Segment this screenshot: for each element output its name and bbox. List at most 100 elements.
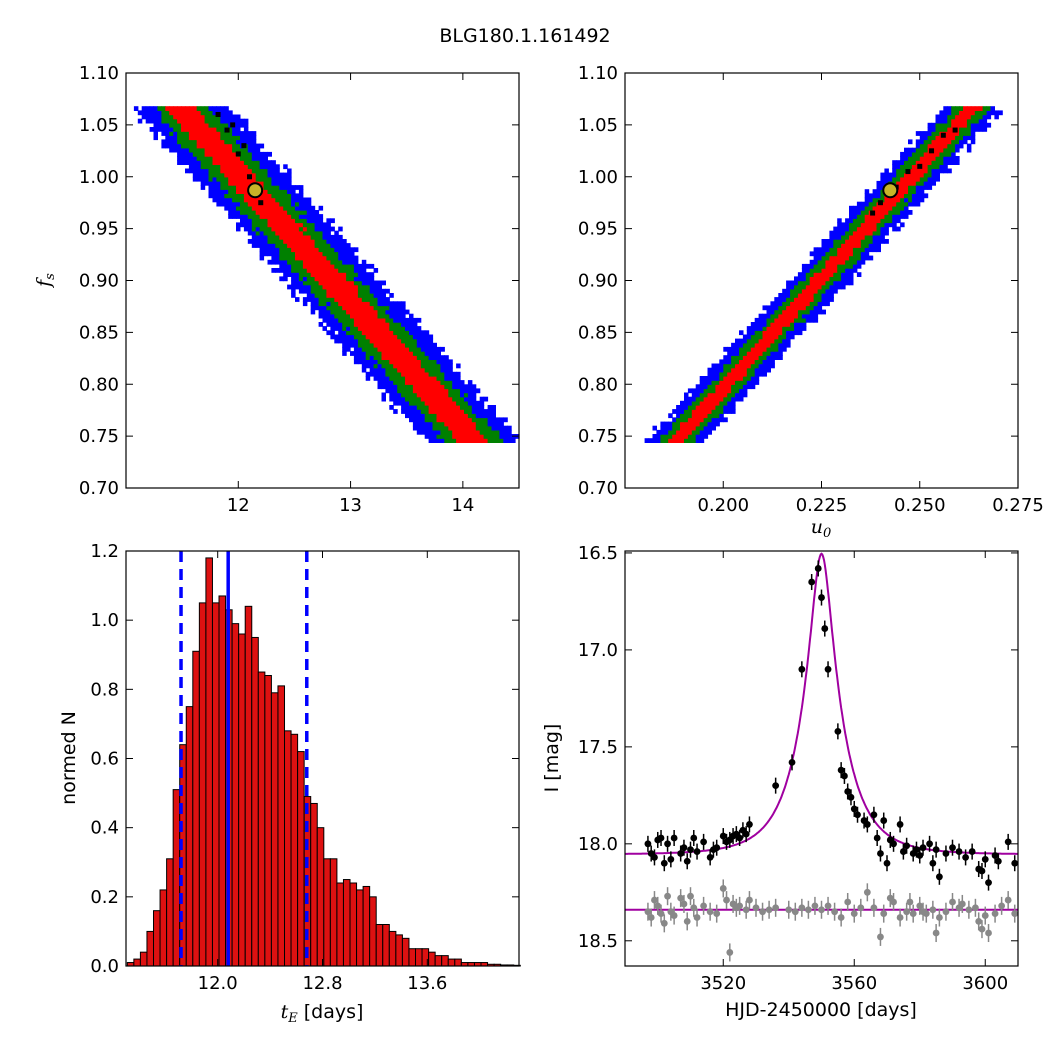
heatmap-cell — [695, 425, 701, 431]
heatmap-cell — [684, 434, 689, 439]
heatmap-cell — [181, 127, 186, 132]
heatmap-cell — [373, 317, 379, 323]
heatmap-cell — [314, 239, 320, 244]
heatmap-cell — [322, 280, 327, 286]
heatmap-cell — [892, 197, 897, 203]
heatmap-cell — [251, 230, 257, 236]
heatmap-cell — [491, 405, 496, 410]
heatmap-cell — [369, 288, 375, 294]
heatmap-cell — [684, 429, 689, 435]
heatmap-cell — [385, 346, 390, 352]
heatmap-cell — [872, 243, 878, 248]
heatmap-cell — [432, 376, 437, 381]
heatmap-cell — [436, 392, 441, 398]
heatmap-cell — [833, 288, 838, 294]
heatmap-cell — [856, 226, 862, 232]
heatmap-cell — [955, 106, 960, 111]
heatmap-cell — [735, 342, 740, 348]
heatmap-cell — [813, 284, 819, 290]
heatmap-cell — [951, 122, 956, 128]
heatmap-cell — [467, 434, 473, 439]
heatmap-cell — [298, 230, 304, 236]
heatmap-cell — [813, 247, 819, 253]
heatmap-cell — [192, 127, 198, 132]
grey-data-point — [798, 904, 806, 912]
heatmap-cell — [448, 429, 453, 435]
histogram-bar — [159, 889, 168, 967]
heatmap-cell — [652, 434, 657, 439]
black-data-point — [942, 850, 950, 857]
heatmap-cell — [338, 276, 343, 282]
heatmap-cell — [177, 127, 182, 132]
heatmap-cell — [966, 122, 972, 128]
heatmap-cell — [915, 147, 921, 153]
heatmap-cell — [188, 135, 194, 141]
heatmap-cell — [766, 351, 771, 356]
heatmap-cell — [357, 288, 363, 294]
histogram-bar — [231, 623, 240, 967]
heatmap-cell — [385, 301, 390, 307]
x-tick-label: 0.275 — [992, 495, 1044, 516]
heatmap-cell — [935, 118, 940, 124]
heatmap-cell — [456, 396, 461, 402]
heatmap-cell — [228, 151, 233, 157]
heatmap-cell — [754, 351, 760, 356]
heatmap-cell — [240, 122, 245, 128]
heatmap-cell — [849, 259, 854, 265]
heatmap-cell — [778, 322, 783, 327]
heatmap-cell — [409, 322, 414, 327]
x-tick-label: 3600 — [962, 973, 1008, 994]
grey-data-point — [680, 900, 688, 908]
heatmap-cell — [864, 230, 870, 236]
grey-data-point — [906, 898, 914, 906]
heatmap-cell — [491, 425, 496, 431]
heatmap-cell — [271, 172, 276, 178]
heatmap-cell — [872, 205, 878, 211]
heatmap-cell — [424, 425, 430, 431]
heatmap-cell — [424, 334, 430, 340]
heatmap-cell — [283, 276, 288, 282]
heatmap-cell — [852, 239, 858, 244]
heatmap-cell — [259, 226, 265, 232]
y-tick-label: 0.2 — [90, 887, 119, 908]
heatmap-cell — [342, 346, 347, 352]
heatmap-cell — [809, 263, 815, 269]
heatmap-cell — [691, 409, 697, 414]
heatmap-cell — [314, 280, 320, 286]
heatmap-cell — [719, 363, 724, 369]
heatmap-cell — [346, 313, 351, 319]
heatmap-cell — [479, 438, 485, 443]
heatmap-cell — [703, 376, 709, 381]
heatmap-cell — [216, 160, 221, 165]
heatmap-cell — [377, 351, 382, 356]
heatmap-cell — [353, 263, 359, 269]
grey-data-point — [936, 914, 943, 921]
heatmap-cell — [185, 135, 190, 141]
heatmap-cell — [373, 334, 379, 340]
heatmap-cell — [420, 384, 426, 390]
heatmap-cell — [322, 326, 327, 331]
heatmap-cell — [295, 251, 300, 257]
heatmap-cell — [314, 297, 320, 302]
heatmap-cell — [212, 189, 217, 194]
heatmap-cell — [884, 222, 889, 228]
heatmap-cell — [236, 122, 241, 128]
heatmap-cell — [236, 164, 241, 170]
heatmap-cell — [856, 201, 862, 207]
heatmap-cell — [424, 409, 430, 414]
heatmap-cell — [310, 214, 316, 219]
heatmap-cell — [287, 255, 292, 261]
heatmap-cell — [314, 255, 320, 261]
heatmap-cell — [845, 280, 850, 286]
heatmap-cell — [507, 434, 512, 439]
heatmap-cell — [153, 135, 158, 141]
heatmap-cell — [306, 255, 312, 261]
heatmap-cell — [829, 293, 834, 298]
heatmap-cell — [656, 429, 661, 435]
heatmap-cell — [412, 396, 418, 402]
heatmap-cell — [876, 185, 881, 190]
heatmap-cell — [279, 263, 284, 269]
heatmap-cell — [456, 380, 461, 385]
heatmap-cell — [892, 205, 897, 211]
heatmap-cell — [923, 193, 929, 199]
